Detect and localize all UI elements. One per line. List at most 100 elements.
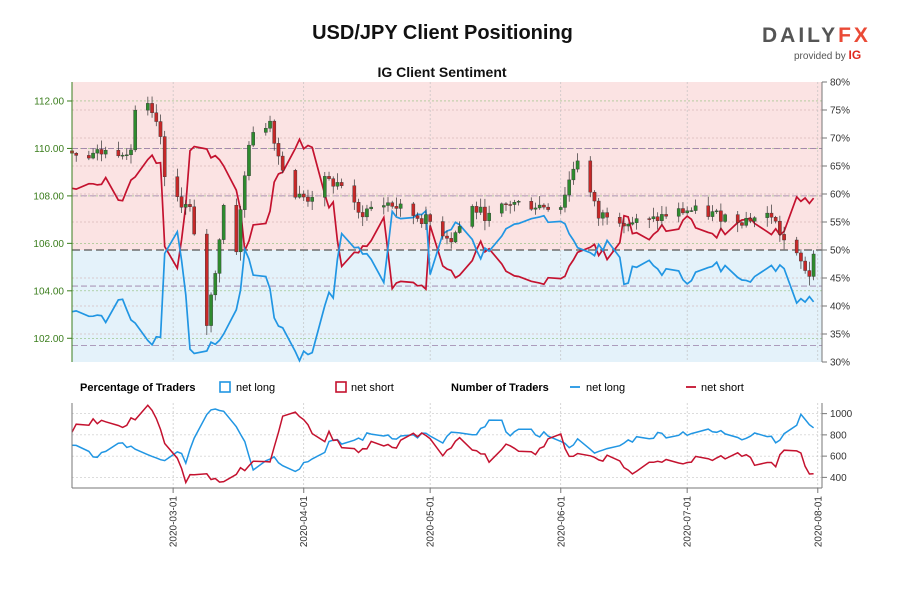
candle-body xyxy=(381,205,386,208)
price-candle xyxy=(765,206,770,227)
price-candle xyxy=(369,201,373,212)
candle-body xyxy=(192,206,196,235)
price-tick-label: 108.00 xyxy=(33,191,64,202)
candle-body xyxy=(440,221,445,237)
price-candle xyxy=(449,232,454,249)
percent-tick-label: 50% xyxy=(830,246,850,257)
legend-pct-long: net long xyxy=(236,382,275,394)
price-candle xyxy=(803,256,807,274)
price-candle xyxy=(103,146,108,159)
percent-tick-label: 65% xyxy=(830,162,850,173)
candle-body xyxy=(369,206,373,210)
price-candle xyxy=(567,171,571,202)
candle-body xyxy=(154,112,159,122)
price-candle xyxy=(411,202,416,225)
candle-body xyxy=(533,207,538,210)
candle-body xyxy=(605,212,609,218)
candle-body xyxy=(487,212,491,221)
price-candle xyxy=(546,203,550,212)
price-candle xyxy=(133,105,138,153)
candle-body xyxy=(306,196,310,202)
date-tick-label: 2020-03-01 xyxy=(169,496,180,548)
candle-body xyxy=(601,212,605,219)
candle-body xyxy=(74,153,79,156)
price-candle xyxy=(537,196,542,210)
logo-provided-text: provided by xyxy=(794,51,846,62)
candle-body xyxy=(331,178,336,187)
price-candle xyxy=(251,126,255,148)
price-candle xyxy=(693,199,698,214)
price-candle xyxy=(706,196,711,220)
price-candle xyxy=(205,229,209,336)
price-candle xyxy=(209,292,213,333)
price-candle xyxy=(360,205,365,227)
price-candle xyxy=(398,198,403,217)
candle-body xyxy=(719,210,723,222)
candle-body xyxy=(411,203,416,216)
candle-body xyxy=(394,206,399,209)
price-candle xyxy=(719,203,723,230)
candle-body xyxy=(424,214,428,224)
candle-body xyxy=(651,216,656,220)
candle-body xyxy=(242,175,247,210)
candle-body xyxy=(596,200,601,219)
price-candle xyxy=(335,173,340,190)
price-candle xyxy=(651,207,656,222)
price-candle xyxy=(487,205,491,227)
price-candle xyxy=(323,171,327,207)
price-candle xyxy=(558,205,563,215)
price-candle xyxy=(293,168,298,200)
candle-body xyxy=(483,206,487,221)
price-candle xyxy=(234,198,239,255)
price-candle xyxy=(175,168,180,202)
candle-body xyxy=(626,223,630,227)
candle-body xyxy=(676,208,681,217)
price-candle xyxy=(605,207,609,225)
price-candle xyxy=(453,230,458,244)
price-candle xyxy=(221,203,226,245)
candle-body xyxy=(617,217,622,224)
legend-pct-long-swatch xyxy=(219,381,231,393)
price-candle xyxy=(150,96,154,118)
price-candle xyxy=(533,202,538,215)
candle-body xyxy=(499,203,504,214)
candle-body xyxy=(95,149,100,154)
price-candle xyxy=(563,186,567,213)
legend-pct-short-swatch xyxy=(335,381,347,393)
candle-body xyxy=(558,207,563,210)
candle-body xyxy=(773,217,778,222)
price-candle xyxy=(386,197,390,212)
price-candle xyxy=(238,205,243,261)
candle-body xyxy=(339,182,344,186)
candle-body xyxy=(158,121,163,137)
candle-body xyxy=(537,204,542,209)
percent-tick-label: 40% xyxy=(830,302,850,313)
price-candle xyxy=(647,216,652,229)
price-candle xyxy=(352,179,357,210)
price-candle xyxy=(440,216,445,240)
percent-tick-label: 55% xyxy=(830,218,850,229)
price-candle xyxy=(782,226,786,250)
price-candle xyxy=(381,197,386,215)
traders-tick-label: 400 xyxy=(830,473,847,484)
price-tick-label: 110.00 xyxy=(34,144,64,155)
candle-body xyxy=(516,201,521,203)
price-candle xyxy=(811,250,816,281)
candle-body xyxy=(529,201,534,210)
price-candle xyxy=(91,148,95,160)
date-tick-label: 2020-07-01 xyxy=(683,496,694,548)
price-tick-label: 104.00 xyxy=(33,286,64,297)
candle-body xyxy=(356,201,361,213)
legend-num-long: net long xyxy=(586,382,625,394)
candle-body xyxy=(183,204,188,208)
candle-body xyxy=(264,128,268,133)
candle-body xyxy=(803,260,807,271)
candle-body xyxy=(415,215,420,219)
price-candle xyxy=(192,199,196,236)
candle-body xyxy=(188,204,192,207)
chart-subtitle: IG Client Sentiment xyxy=(377,64,507,80)
candle-body xyxy=(740,222,744,226)
candle-body xyxy=(782,234,786,241)
candle-body xyxy=(634,218,639,223)
